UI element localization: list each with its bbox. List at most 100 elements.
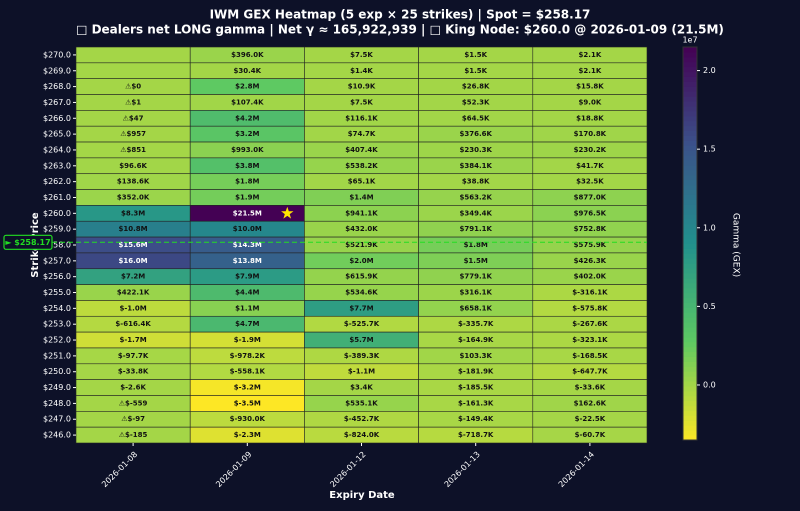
cell-label: $107.4K bbox=[231, 98, 264, 106]
colorbar-segment bbox=[683, 105, 697, 112]
cell-label: ⚠$-559 bbox=[119, 399, 148, 407]
cell-label: $138.6K bbox=[117, 178, 150, 186]
cell-label: $1.5M bbox=[464, 257, 488, 265]
y-tick-label: $246.0 bbox=[43, 431, 71, 440]
colorbar-segment bbox=[683, 203, 697, 210]
colorbar-segment bbox=[683, 321, 697, 328]
colorbar-segment bbox=[683, 395, 697, 402]
cell-label: $-316.1K bbox=[572, 289, 608, 297]
colorbar-tick-label: 1.5 bbox=[703, 145, 716, 154]
colorbar-segment bbox=[683, 297, 697, 303]
colorbar-segment bbox=[683, 56, 697, 63]
cell-label: $-149.4K bbox=[458, 415, 494, 423]
chart-title: IWM GEX Heatmap (5 exp × 25 strikes) | S… bbox=[210, 8, 591, 22]
colorbar-segment bbox=[683, 370, 697, 377]
cell-label: $-3.2M bbox=[234, 384, 261, 392]
colorbar-segment bbox=[683, 282, 697, 289]
y-tick-label: $263.0 bbox=[43, 161, 71, 170]
cell-label: $10.8M bbox=[119, 225, 148, 233]
colorbar-label: Gamma (GEX) bbox=[731, 213, 741, 277]
y-tick-label: $252.0 bbox=[43, 336, 71, 345]
cell-label: $170.8K bbox=[574, 130, 607, 138]
cell-label: $316.1K bbox=[459, 289, 492, 297]
colorbar-segment bbox=[683, 400, 697, 407]
cell-label: $2.1K bbox=[579, 67, 602, 75]
cell-label: ⚠$-185 bbox=[119, 431, 148, 439]
cell-label: $-930.0K bbox=[230, 415, 266, 423]
colorbar-segment bbox=[683, 159, 697, 166]
x-tick-label: 2026-01-09 bbox=[214, 450, 253, 489]
y-tick-label: $269.0 bbox=[43, 66, 71, 75]
cell-label: $21.5M bbox=[233, 209, 262, 217]
cell-label: $18.8K bbox=[576, 114, 604, 122]
cell-label: $3.2M bbox=[235, 130, 259, 138]
cell-label: $877.0K bbox=[574, 193, 607, 201]
cell-label: $5.7M bbox=[349, 336, 373, 344]
x-tick-label: 2026-01-13 bbox=[443, 450, 482, 489]
colorbar-segment bbox=[683, 247, 697, 254]
x-tick-label: 2026-01-12 bbox=[328, 450, 367, 489]
colorbar-segment bbox=[683, 233, 697, 240]
y-tick-label: $255.0 bbox=[43, 288, 71, 297]
cell-label: $563.2K bbox=[459, 193, 492, 201]
y-tick-label: $265.0 bbox=[43, 130, 71, 139]
colorbar-segment bbox=[683, 257, 697, 264]
x-tick-label: 2026-01-14 bbox=[557, 450, 596, 489]
cell-label: $7.2M bbox=[121, 273, 145, 281]
cell-label: $1.8M bbox=[464, 241, 488, 249]
cell-label: $4.2M bbox=[235, 114, 259, 122]
cell-label: $65.1K bbox=[348, 178, 376, 186]
cell-label: $7.5K bbox=[350, 98, 373, 106]
spot-label: ► $258.17 bbox=[5, 238, 50, 247]
colorbar-segment bbox=[683, 198, 697, 205]
colorbar-segment bbox=[683, 218, 697, 225]
colorbar-segment bbox=[683, 223, 697, 230]
y-tick-label: $251.0 bbox=[43, 351, 71, 360]
colorbar-segment bbox=[683, 346, 697, 353]
colorbar-segment bbox=[683, 410, 697, 416]
cell-label: $-3.5M bbox=[234, 399, 261, 407]
colorbar-segment bbox=[683, 144, 697, 151]
colorbar-segment bbox=[683, 238, 697, 244]
colorbar-segment bbox=[683, 301, 697, 308]
cell-label: $-33.8K bbox=[118, 368, 149, 376]
colorbar-segment bbox=[683, 331, 697, 338]
cell-label: $-168.5K bbox=[572, 352, 608, 360]
colorbar-segment bbox=[683, 380, 697, 387]
cell-label: $407.4K bbox=[345, 146, 378, 154]
cell-label: $26.8K bbox=[462, 83, 490, 91]
colorbar-segment bbox=[683, 375, 697, 382]
colorbar-segment bbox=[683, 90, 697, 97]
cell-label: $10.9K bbox=[348, 83, 376, 91]
x-tick-label: 2026-01-08 bbox=[100, 450, 139, 489]
cell-label: $-1.1M bbox=[348, 368, 375, 376]
cell-label: $779.1K bbox=[459, 273, 492, 281]
cell-label: $7.7M bbox=[349, 304, 373, 312]
colorbar-tick-label: 0.0 bbox=[703, 380, 716, 389]
cell-label: ⚠$47 bbox=[123, 114, 144, 122]
cell-label: $-1.9M bbox=[234, 336, 261, 344]
cell-label: $-181.9K bbox=[458, 368, 494, 376]
y-tick-label: $254.0 bbox=[43, 304, 71, 313]
cell-label: $535.1K bbox=[345, 399, 378, 407]
cell-label: $3.8M bbox=[235, 162, 259, 170]
cell-label: $7.5K bbox=[350, 51, 373, 59]
colorbar-segment bbox=[683, 184, 697, 190]
colorbar-segment bbox=[683, 61, 697, 68]
cell-label: ⚠$0 bbox=[125, 83, 141, 91]
cell-label: $349.4K bbox=[459, 209, 492, 217]
cell-label: $1.8M bbox=[235, 178, 259, 186]
cell-label: $-824.0K bbox=[344, 431, 380, 439]
colorbar-segment bbox=[683, 262, 697, 269]
cell-label: $10.0M bbox=[233, 225, 262, 233]
cell-label: $9.0K bbox=[579, 98, 602, 106]
cell-label: $422.1K bbox=[117, 289, 150, 297]
cell-label: $7.9M bbox=[235, 273, 259, 281]
colorbar-segment bbox=[683, 193, 697, 200]
colorbar-tick-label: 1.0 bbox=[703, 223, 716, 232]
colorbar-segment bbox=[683, 228, 697, 235]
heatmap-cell bbox=[75, 62, 191, 79]
cell-label: $538.2K bbox=[345, 162, 378, 170]
colorbar-segment bbox=[683, 311, 697, 318]
